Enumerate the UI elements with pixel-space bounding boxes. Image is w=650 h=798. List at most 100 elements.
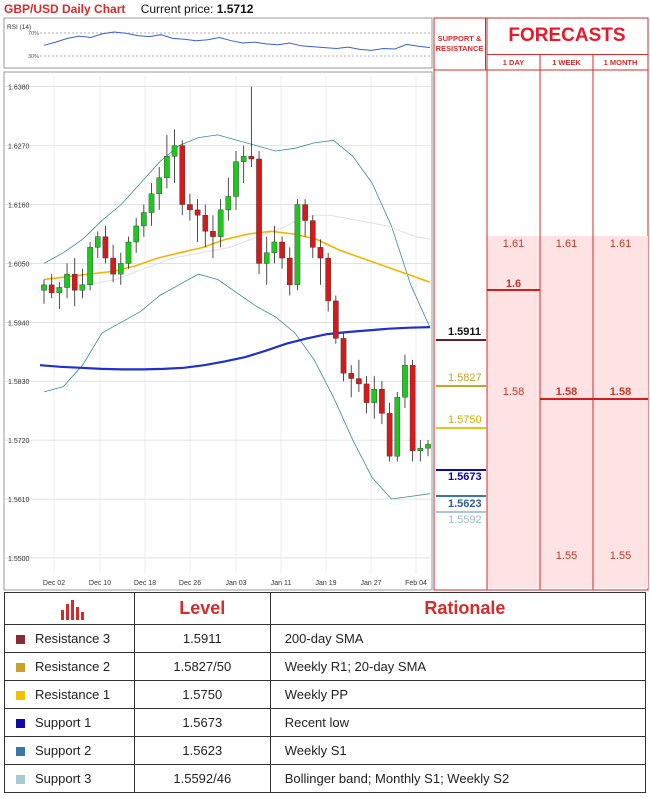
table-icon-cell — [4, 592, 135, 625]
table-row: Support 1 1.5673 Recent low — [4, 708, 647, 737]
y-tick-label: 1.5940 — [8, 320, 30, 327]
row-name: Resistance 3 — [35, 631, 111, 646]
candle-body — [340, 338, 347, 374]
current-price-value: 1.5712 — [216, 2, 254, 16]
bollinger-lower — [43, 273, 431, 500]
fc-day-1: 1.61 — [502, 238, 525, 250]
candle-body — [379, 389, 385, 414]
candle-body — [271, 241, 278, 253]
level-label-r3: 1.5911 — [448, 326, 482, 338]
candle-body — [48, 284, 55, 294]
row-name: Support 3 — [35, 771, 92, 786]
forecast-marks — [487, 289, 648, 400]
level-label-r1: 1.5750 — [448, 414, 482, 426]
y-tick-label: 1.6380 — [8, 85, 30, 92]
candle-body — [210, 231, 216, 237]
swatch-r2 — [16, 663, 25, 672]
candle-body — [263, 252, 270, 264]
swatch-s1 — [16, 719, 25, 728]
candle-body — [225, 196, 232, 211]
candle-body — [417, 447, 424, 452]
table-header-level: Level — [133, 592, 271, 625]
candle-body — [56, 287, 63, 294]
bar-chart-icon — [61, 599, 84, 620]
fc-month-3: 1.55 — [609, 550, 632, 562]
candle-body — [279, 241, 285, 259]
candle-body — [356, 378, 362, 385]
candle-body — [217, 209, 224, 237]
row-rationale: Weekly PP — [269, 680, 647, 709]
y-tick-label: 1.6050 — [8, 261, 30, 268]
x-tick-label: Dec 02 — [43, 580, 65, 587]
candle-body — [348, 372, 355, 379]
x-tick-label: Jan 11 — [271, 580, 292, 587]
candle-body — [286, 257, 293, 286]
y-tick-label: 1.5610 — [8, 497, 30, 504]
candle-body — [156, 177, 163, 195]
row-level: 1.5911 — [133, 624, 271, 653]
row-rationale: Recent low — [269, 708, 647, 737]
y-tick-label: 1.5720 — [8, 438, 30, 445]
price-chart: RSI (14) 70% 30% 1.6380 1.6270 1.6160 1.605… — [3, 17, 649, 591]
candle-body — [94, 236, 101, 248]
candle-body — [409, 364, 416, 452]
current-price-label: Current price: — [140, 2, 214, 16]
row-name: Support 2 — [35, 743, 92, 758]
candle-body — [202, 215, 209, 232]
row-level: 1.5592/46 — [133, 764, 271, 793]
fc-week-1: 1.61 — [555, 238, 578, 250]
swatch-s3 — [16, 775, 25, 784]
candle-body — [187, 204, 193, 211]
candle-body — [310, 220, 316, 248]
row-name: Resistance 2 — [35, 659, 111, 674]
candle-body — [325, 257, 331, 302]
candle-body — [164, 156, 170, 178]
candle-body — [79, 284, 86, 291]
row-rationale: 200-day SMA — [269, 624, 647, 653]
candle-body — [248, 156, 255, 160]
bollinger-upper — [43, 134, 431, 328]
candle-body — [386, 413, 393, 457]
levels-table: Level Rationale Resistance 3 1.5911 200-… — [4, 592, 647, 793]
table-row: Support 3 1.5592/46 Bollinger band; Mont… — [4, 764, 647, 793]
candle-body — [41, 284, 47, 291]
candle-body — [233, 161, 239, 197]
rsi-line — [43, 31, 431, 51]
level-label-r2: 1.5827 — [448, 372, 482, 384]
x-tick-label: Feb 04 — [405, 580, 427, 587]
candle-body — [171, 145, 178, 157]
rsi-label: RSI (14) — [7, 24, 31, 31]
sma-50-line — [43, 230, 431, 283]
row-level: 1.5827/50 — [133, 652, 271, 681]
candle-body — [179, 145, 186, 205]
candle-body — [194, 209, 201, 216]
candle-body — [394, 397, 401, 457]
x-tick-label: Jan 19 — [315, 580, 336, 587]
y-tick-label: 1.6270 — [8, 144, 30, 151]
x-axis-ticks: Dec 02 Dec 10 Dec 18 Dec 26 Jan 03 Jan 11 Jan … — [43, 580, 427, 587]
fc-month-1: 1.61 — [609, 238, 632, 250]
candle-body — [71, 273, 78, 291]
candle-body — [133, 225, 139, 243]
candle-body — [371, 389, 378, 403]
candle-body — [240, 156, 247, 162]
table-header-rationale: Rationale — [269, 592, 647, 625]
fc-week-3: 1.55 — [555, 550, 578, 562]
col-1-day: 1 DAY — [487, 54, 540, 70]
level-label-s2: 1.5623 — [448, 498, 482, 510]
candle-body — [110, 257, 116, 275]
candle-body — [87, 247, 93, 286]
forecast-header: SUPPORT & RESISTANCE FORECASTS 1 DAY 1 W… — [434, 18, 648, 70]
sma-200-line — [39, 326, 431, 371]
rsi-panel — [3, 17, 433, 69]
table-row: Resistance 1 1.5750 Weekly PP — [4, 680, 647, 709]
fc-week-2: 1.58 — [555, 386, 578, 398]
candle-body — [125, 241, 132, 264]
chart-title: GBP/USD Daily Chart — [4, 2, 126, 16]
row-name: Support 1 — [35, 715, 92, 730]
fc-month-2: 1.58 — [609, 386, 632, 398]
x-tick-label: Dec 26 — [179, 580, 201, 587]
x-tick-label: Dec 10 — [89, 580, 111, 587]
candle-body — [294, 204, 301, 286]
candle-body — [333, 300, 339, 339]
